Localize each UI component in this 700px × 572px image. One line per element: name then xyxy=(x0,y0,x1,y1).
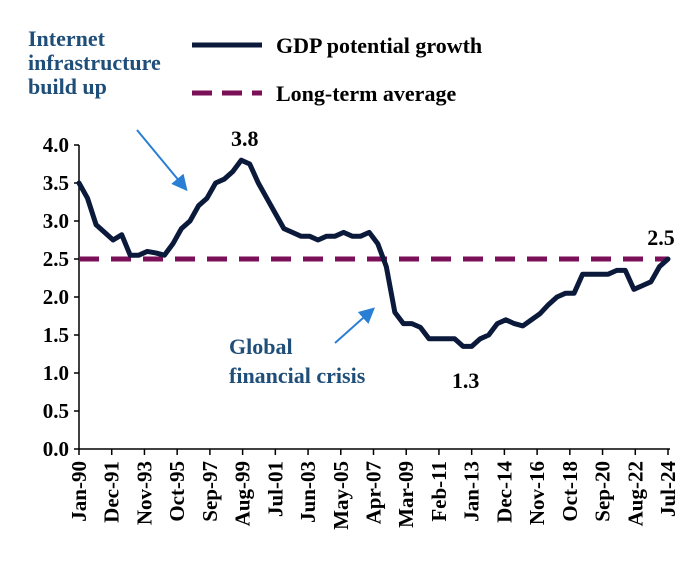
x-tick-label: May-05 xyxy=(329,461,353,530)
annotation-internet-line: build up xyxy=(28,74,107,99)
y-tick-label: 3.0 xyxy=(43,209,69,233)
y-axis-ticks: 0.0 0.5 1.0 1.5 2.0 2.5 3.0 3.5 4.0 xyxy=(43,133,79,461)
x-tick-label: Sep-20 xyxy=(591,461,615,522)
x-tick-label: Jul-24 xyxy=(656,461,680,518)
x-tick-label: Jun-03 xyxy=(296,461,320,523)
y-tick-label: 1.0 xyxy=(43,361,69,385)
y-tick-label: 0.0 xyxy=(43,437,69,461)
data-label-trough: 1.3 xyxy=(452,368,480,393)
x-tick-label: Dec-91 xyxy=(100,461,124,523)
x-tick-label: Jan-13 xyxy=(460,461,484,522)
x-tick-label: Dec-14 xyxy=(492,461,516,523)
x-tick-label: Aug-22 xyxy=(623,461,647,526)
y-tick-label: 3.5 xyxy=(43,171,69,195)
x-tick-label: Oct-18 xyxy=(558,461,582,522)
arrow-internet xyxy=(136,129,188,192)
annotation-internet-line: Internet xyxy=(28,26,106,51)
annotation-gfc-line: Global xyxy=(229,334,293,359)
legend: GDP potential growth Long-term average xyxy=(192,33,482,106)
y-tick-label: 4.0 xyxy=(43,133,69,157)
x-tick-label: Oct-95 xyxy=(165,461,189,522)
annotation-internet-line: infrastructure xyxy=(28,50,161,75)
x-tick-label: Feb-11 xyxy=(427,461,451,522)
legend-label-gdp: GDP potential growth xyxy=(276,33,482,58)
y-tick-label: 2.5 xyxy=(43,247,69,271)
x-tick-label: Jul-01 xyxy=(263,461,287,517)
x-tick-label: Nov-93 xyxy=(132,461,156,525)
y-tick-label: 1.5 xyxy=(43,323,69,347)
gdp-potential-growth-line xyxy=(76,157,671,349)
annotation-gfc-line: financial crisis xyxy=(229,363,366,388)
x-tick-label: Aug-99 xyxy=(231,461,255,526)
x-tick-label: Nov-16 xyxy=(525,461,549,525)
x-tick-label: Apr-07 xyxy=(362,461,386,524)
x-tick-label: Jan-90 xyxy=(67,461,91,522)
arrow-gfc xyxy=(334,307,375,344)
data-label-latest: 2.5 xyxy=(647,225,675,250)
x-axis-ticks: Jan-90 Dec-91 Nov-93 Oct-95 Sep-97 Aug-99 Jul-… xyxy=(67,449,680,530)
legend-label-average: Long-term average xyxy=(276,81,456,106)
series-group xyxy=(76,157,671,349)
y-tick-label: 2.0 xyxy=(43,285,69,309)
y-tick-label: 0.5 xyxy=(43,399,69,423)
x-tick-label: Mar-09 xyxy=(394,461,418,528)
x-tick-label: Sep-97 xyxy=(198,461,222,522)
data-label-peak: 3.8 xyxy=(231,126,259,151)
axes xyxy=(78,145,670,450)
